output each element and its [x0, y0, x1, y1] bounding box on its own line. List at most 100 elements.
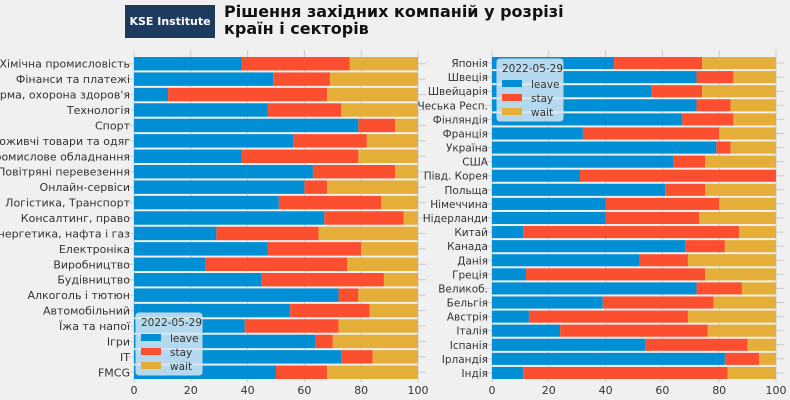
x-tick-label: 0	[489, 384, 496, 397]
legend-label-leave: leave	[531, 79, 560, 91]
y-tick-label: Електроніка	[59, 243, 130, 256]
bar-leave	[134, 57, 242, 71]
y-tick-label: Чеська Респ.	[417, 100, 488, 112]
bar-stay	[304, 180, 328, 194]
bar-stay	[696, 99, 731, 112]
bar-wait	[361, 242, 418, 256]
bar-wait	[358, 149, 418, 163]
y-tick-label: Австрія	[447, 312, 488, 324]
y-tick-label: Будівництво	[57, 274, 130, 287]
legend-box	[135, 312, 203, 376]
bar-stay	[682, 113, 734, 126]
legend-swatch-wait	[502, 108, 522, 115]
bar-leave	[492, 324, 561, 337]
legend-swatch-stay	[502, 94, 522, 101]
bar-leave	[134, 149, 242, 163]
bar-stay	[582, 127, 720, 140]
bar-wait	[719, 127, 776, 140]
bar-wait	[332, 334, 418, 349]
bar-stay	[526, 268, 705, 281]
bar-wait	[730, 99, 776, 112]
bar-leave	[492, 226, 524, 239]
bar-wait	[383, 273, 418, 287]
bar-stay	[614, 57, 703, 70]
y-tick-label: Греція	[452, 269, 488, 281]
bar-stay	[523, 226, 740, 239]
bar-stay	[639, 254, 688, 267]
y-tick-label: Консалтинг, право	[21, 212, 130, 225]
bar-leave	[492, 197, 606, 210]
legend-swatch-stay	[141, 348, 161, 355]
bar-leave	[134, 226, 217, 241]
bar-wait	[702, 57, 776, 70]
bar-wait	[366, 134, 418, 148]
legend-label-wait: wait	[531, 107, 553, 119]
y-tick-label: IT	[120, 351, 130, 364]
bar-stay	[205, 257, 347, 271]
bar-wait	[687, 310, 776, 323]
chart-panel-1: 0 20 40 60 80 100 Хімічна промисловість Фінанси…	[0, 50, 429, 397]
bar-stay	[605, 197, 720, 210]
legend-label-stay: stay	[531, 93, 553, 105]
y-tick-label: Промислове обладнання	[0, 150, 130, 163]
bar-leave	[134, 134, 294, 148]
y-tick-label: Технологія	[66, 104, 130, 117]
bar-wait	[713, 296, 776, 309]
bar-wait	[747, 338, 776, 351]
bar-leave	[492, 338, 646, 351]
y-tick-label: Виробництво	[53, 258, 130, 271]
bar-leave	[134, 242, 268, 256]
bar-leave	[492, 211, 606, 225]
bar-leave	[134, 118, 359, 133]
bar-leave	[134, 165, 313, 179]
bar-wait	[733, 113, 776, 126]
chart-title: Рішення західних компаній у розрізі краї…	[224, 3, 564, 37]
x-tick-label: 40	[241, 384, 255, 397]
bar-leave	[492, 254, 640, 267]
y-tick-label: Індія	[462, 368, 488, 380]
bar-stay	[168, 87, 328, 102]
legend-swatch-leave	[141, 334, 161, 341]
bar-wait	[403, 211, 418, 225]
bar-stay	[358, 118, 396, 133]
y-tick-label: Фінанси та платежі	[16, 73, 130, 86]
bar-leave	[492, 183, 666, 196]
bar-wait	[327, 180, 418, 194]
y-tick-label: Енергетика, нафта і газ	[0, 227, 130, 240]
title-line-1: Рішення західних компаній у розрізі	[224, 2, 564, 21]
bar-stay	[315, 334, 333, 349]
bar-wait	[705, 155, 776, 168]
bar-wait	[758, 352, 776, 365]
bar-wait	[327, 365, 418, 379]
bar-stay	[716, 141, 731, 154]
y-tick-label: Італія	[456, 326, 488, 338]
y-tick-label: Польща	[444, 185, 488, 197]
y-tick-label: Спорт	[95, 119, 131, 132]
bar-stay	[276, 365, 328, 379]
y-tick-label: Бельгія	[447, 298, 488, 310]
bar-stay	[651, 85, 703, 98]
y-tick-label: Ірландія	[442, 354, 488, 366]
bar-wait	[381, 195, 418, 210]
x-tick-label: 80	[354, 384, 368, 397]
legend-title: 2022-05-29	[141, 317, 202, 329]
bar-leave	[492, 169, 581, 182]
bar-wait	[702, 85, 776, 98]
bar-leave	[492, 282, 697, 295]
bar-leave	[492, 155, 674, 168]
bar-stay	[244, 319, 339, 333]
bar-wait	[705, 268, 776, 281]
bar-stay	[312, 165, 396, 179]
bar-wait	[719, 197, 776, 210]
bar-leave	[134, 72, 274, 86]
bar-wait	[724, 240, 776, 253]
bar-stay	[685, 240, 725, 253]
bar-leave	[134, 211, 325, 225]
y-tick-label: Японія	[451, 58, 488, 70]
bar-leave	[134, 87, 169, 102]
bar-leave	[134, 103, 268, 117]
chart-panel-2: 0 20 40 60 80 100 Японія Швеція Швейцарія Чеська …	[417, 50, 787, 397]
x-tick-label: 40	[599, 384, 613, 397]
y-tick-label: Повітряні перевезення	[0, 166, 130, 179]
